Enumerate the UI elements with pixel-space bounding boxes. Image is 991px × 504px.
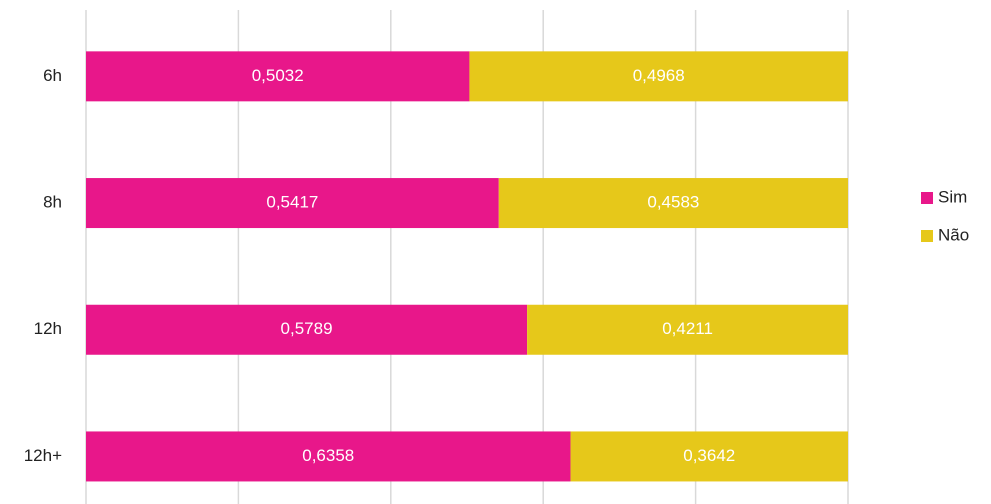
data-label: 0,6358 (302, 446, 354, 465)
y-tick-label: 12h (34, 319, 62, 338)
bar-segment (570, 431, 848, 482)
data-label: 0,3642 (683, 446, 735, 465)
bar-segment (86, 178, 499, 229)
bar-segment (86, 51, 470, 102)
legend-label: Sim (938, 187, 967, 206)
data-label: 0,5417 (266, 193, 318, 212)
data-label: 0,4968 (633, 66, 685, 85)
bar-segment (527, 304, 848, 355)
bar-segment (86, 304, 528, 355)
bar-segment (86, 431, 571, 482)
legend-swatch (921, 192, 933, 204)
data-label: 0,5032 (252, 66, 304, 85)
data-label: 0,4211 (662, 319, 713, 338)
legend-label: Não (938, 225, 969, 244)
y-tick-label: 8h (43, 193, 62, 212)
data-label: 0,4583 (647, 193, 699, 212)
data-label: 0,5789 (281, 319, 333, 338)
y-tick-label: 6h (43, 66, 62, 85)
y-tick-label: 12h+ (24, 446, 62, 465)
bar-segment (498, 178, 848, 229)
bar-segment (469, 51, 848, 102)
legend-swatch (921, 230, 933, 242)
